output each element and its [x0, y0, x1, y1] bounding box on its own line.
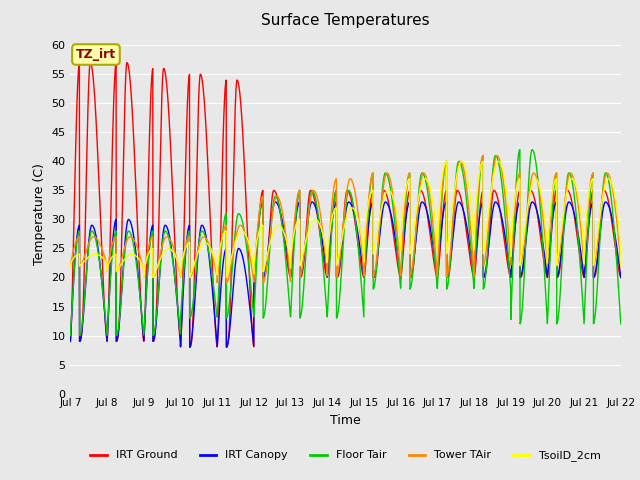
- Y-axis label: Temperature (C): Temperature (C): [33, 163, 46, 264]
- Legend: IRT Ground, IRT Canopy, Floor Tair, Tower TAir, TsoilD_2cm: IRT Ground, IRT Canopy, Floor Tair, Towe…: [86, 446, 605, 466]
- Title: Surface Temperatures: Surface Temperatures: [261, 13, 430, 28]
- X-axis label: Time: Time: [330, 414, 361, 427]
- Text: TZ_irt: TZ_irt: [76, 48, 116, 61]
